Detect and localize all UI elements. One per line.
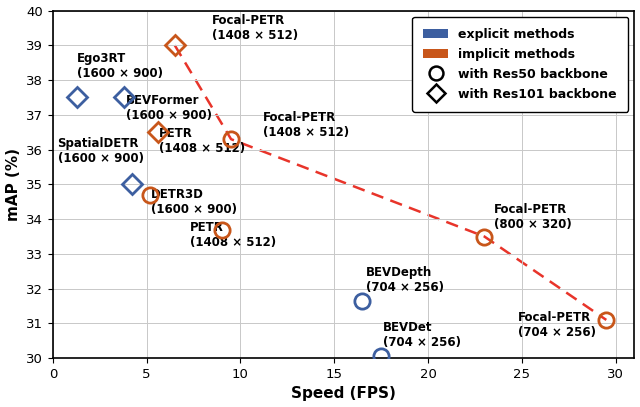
X-axis label: Speed (FPS): Speed (FPS) (291, 386, 396, 401)
Text: PETR
(1408 × 512): PETR (1408 × 512) (190, 221, 276, 249)
Y-axis label: mAP (%): mAP (%) (6, 148, 20, 221)
Text: BEVDet
(704 × 256): BEVDet (704 × 256) (383, 322, 461, 350)
Text: BEVFormer
(1600 × 900): BEVFormer (1600 × 900) (126, 94, 212, 122)
Text: BEVDepth
(704 × 256): BEVDepth (704 × 256) (366, 266, 444, 294)
Text: Focal-PETR
(800 × 320): Focal-PETR (800 × 320) (493, 203, 572, 231)
Text: DETR3D
(1600 × 900): DETR3D (1600 × 900) (151, 188, 237, 216)
Legend: explicit methods, implicit methods, with Res50 backbone, with Res101 backbone: explicit methods, implicit methods, with… (412, 17, 628, 112)
Text: Focal-PETR
(1408 × 512): Focal-PETR (1408 × 512) (212, 14, 298, 42)
Text: SpatialDETR
(1600 × 900): SpatialDETR (1600 × 900) (58, 137, 143, 165)
Text: Focal-PETR
(704 × 256): Focal-PETR (704 × 256) (518, 311, 596, 339)
Text: PETR
(1408 × 512): PETR (1408 × 512) (159, 127, 245, 155)
Text: Focal-PETR
(1408 × 512): Focal-PETR (1408 × 512) (263, 111, 349, 139)
Text: Ego3RT
(1600 × 900): Ego3RT (1600 × 900) (77, 52, 163, 80)
